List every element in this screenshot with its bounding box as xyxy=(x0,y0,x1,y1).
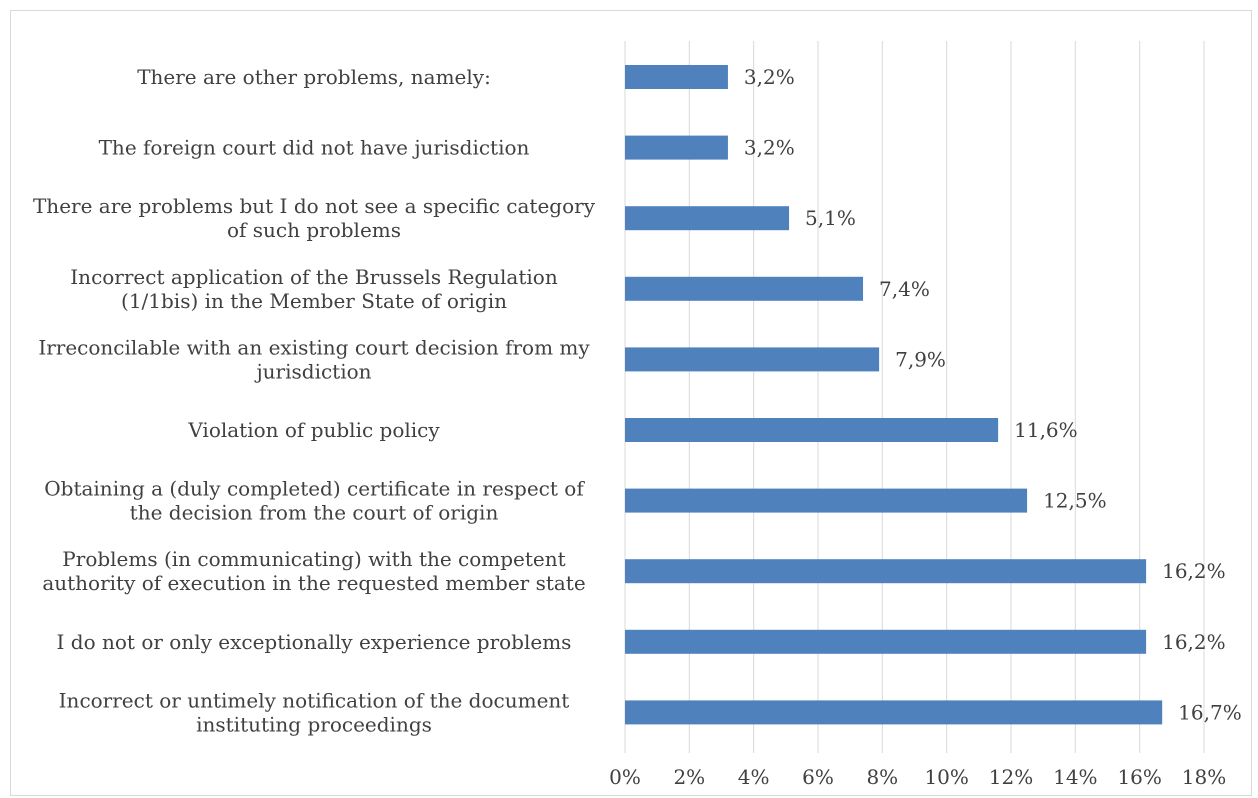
x-tick-label: 6% xyxy=(802,765,834,789)
x-axis-tick-labels: 0% 2% 4% 6% 8% 10% 12% 14% 16% 18% xyxy=(609,765,1226,789)
category-label-line: The foreign court did not have jurisdict… xyxy=(99,136,530,160)
data-label: 16,2% xyxy=(1162,630,1226,654)
gridlines xyxy=(624,41,1205,753)
data-label: 11,6% xyxy=(1014,418,1078,442)
data-label: 16,2% xyxy=(1162,559,1226,583)
category-labels: There are other problems, namely: The for… xyxy=(33,65,596,736)
category-label: Irreconcilable with an existing court de… xyxy=(38,335,590,383)
category-label-line: Incorrect application of the Brussels Re… xyxy=(70,265,558,289)
category-label: Incorrect application of the Brussels Re… xyxy=(70,265,558,313)
x-tick-label: 8% xyxy=(866,765,898,789)
bar xyxy=(625,206,790,231)
category-label: Violation of public policy xyxy=(187,418,440,442)
bar xyxy=(625,418,999,442)
category-label-line: There are problems but I do not see a sp… xyxy=(33,194,596,218)
x-tick-label: 16% xyxy=(1117,765,1161,789)
data-label: 7,4% xyxy=(879,277,930,301)
category-label: I do not or only exceptionally experienc… xyxy=(57,630,572,654)
x-tick-label: 0% xyxy=(609,765,641,789)
category-label: Incorrect or untimely notification of th… xyxy=(59,688,570,736)
chart-frame: 3,2% 3,2% 5,1% 7,4% 7,9% 11,6% 12,5% 16,2% 16,2%… xyxy=(10,10,1252,796)
category-label: The foreign court did not have jurisdict… xyxy=(99,136,530,160)
category-label-line: Incorrect or untimely notification of th… xyxy=(59,688,570,712)
bar xyxy=(625,700,1163,725)
category-label-line: (1/1bis) in the Member State of origin xyxy=(121,289,507,313)
bars xyxy=(625,65,1163,725)
bar xyxy=(625,559,1147,584)
data-label: 12,5% xyxy=(1043,489,1107,513)
x-tick-label: 10% xyxy=(924,765,968,789)
x-tick-label: 2% xyxy=(673,765,705,789)
category-label: There are problems but I do not see a sp… xyxy=(33,194,596,242)
x-tick-label: 18% xyxy=(1182,765,1226,789)
data-label: 5,1% xyxy=(805,206,856,230)
data-label: 16,7% xyxy=(1178,700,1242,724)
bar-chart: 3,2% 3,2% 5,1% 7,4% 7,9% 11,6% 12,5% 16,2% 16,2%… xyxy=(33,41,1242,789)
category-label-line: I do not or only exceptionally experienc… xyxy=(57,630,572,654)
bar xyxy=(625,135,728,160)
category-label-line: of such problems xyxy=(227,218,401,242)
category-label-line: instituting proceedings xyxy=(196,712,432,736)
data-label: 3,2% xyxy=(744,65,795,89)
category-label-line: There are other problems, namely: xyxy=(137,65,491,89)
category-label-line: jurisdiction xyxy=(254,359,371,383)
bar xyxy=(625,347,880,372)
bar xyxy=(625,488,1028,513)
bar xyxy=(625,276,864,301)
category-label-line: authority of execution in the requested … xyxy=(42,571,585,595)
x-tick-label: 14% xyxy=(1053,765,1097,789)
category-label-line: Problems (in communicating) with the com… xyxy=(62,547,565,571)
x-tick-label: 4% xyxy=(738,765,770,789)
data-label: 7,9% xyxy=(895,347,946,371)
data-label: 3,2% xyxy=(744,136,795,160)
category-label: There are other problems, namely: xyxy=(137,65,491,89)
category-label-line: Obtaining a (duly completed) certificate… xyxy=(44,477,585,501)
category-label-line: Violation of public policy xyxy=(187,418,440,442)
bar xyxy=(625,65,728,89)
category-label-line: Irreconcilable with an existing court de… xyxy=(38,335,590,359)
x-tick-label: 12% xyxy=(989,765,1033,789)
data-labels: 3,2% 3,2% 5,1% 7,4% 7,9% 11,6% 12,5% 16,2% 16,2%… xyxy=(744,65,1242,724)
category-label: Problems (in communicating) with the com… xyxy=(42,547,585,595)
category-label-line: the decision from the court of origin xyxy=(130,501,499,525)
bar xyxy=(625,629,1147,654)
category-label: Obtaining a (duly completed) certificate… xyxy=(44,477,585,525)
